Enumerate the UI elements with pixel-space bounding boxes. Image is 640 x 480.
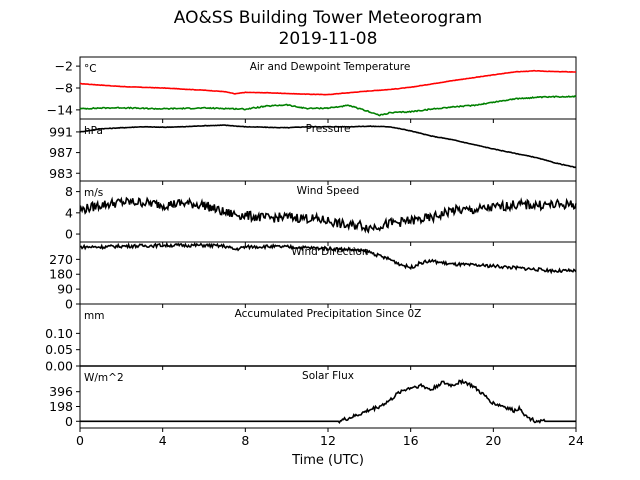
unit-label: °C bbox=[84, 63, 97, 75]
wind_speed-line bbox=[79, 196, 577, 234]
x-axis-label: Time (UTC) bbox=[292, 453, 364, 468]
y-tick-label: −14 bbox=[47, 102, 73, 117]
y-tick-label: 0.10 bbox=[45, 326, 73, 341]
unit-label: hPa bbox=[84, 125, 103, 137]
unit-label: W/m^2 bbox=[84, 372, 124, 384]
y-tick-label: 0 bbox=[65, 414, 73, 429]
y-tick-label: −2 bbox=[55, 59, 73, 74]
y-tick-label: 0 bbox=[65, 297, 73, 312]
panel-title: Wind Direction bbox=[291, 246, 368, 258]
y-tick-label: 987 bbox=[49, 145, 73, 160]
dewpoint-line bbox=[79, 95, 577, 117]
x-tick-label: 16 bbox=[403, 433, 419, 448]
x-tick-label: 4 bbox=[159, 433, 167, 448]
solar_flux-line bbox=[80, 378, 576, 425]
y-tick-label: 0.05 bbox=[45, 342, 73, 357]
y-tick-label: 90 bbox=[57, 282, 73, 297]
panel-title: Wind Speed bbox=[297, 185, 360, 197]
x-tick-label: 8 bbox=[241, 433, 249, 448]
panel-title: Air and Dewpoint Temperature bbox=[250, 61, 411, 73]
y-tick-label: 270 bbox=[49, 252, 73, 267]
x-tick-label: 24 bbox=[568, 433, 584, 448]
pressure-line bbox=[79, 124, 577, 169]
y-tick-label: 0 bbox=[65, 227, 73, 242]
y-tick-label: 991 bbox=[49, 124, 73, 139]
panel-title: Accumulated Precipitation Since 0Z bbox=[235, 308, 422, 320]
y-tick-label: 396 bbox=[49, 384, 73, 399]
chart-date: 2019-11-08 bbox=[278, 29, 378, 49]
y-tick-label: 983 bbox=[49, 166, 73, 181]
x-tick-label: 12 bbox=[320, 433, 336, 448]
unit-label: m/s bbox=[84, 187, 103, 199]
y-tick-label: 180 bbox=[49, 267, 73, 282]
chart-title: AO&SS Building Tower Meteorogram bbox=[173, 8, 483, 28]
temperature-line bbox=[80, 69, 576, 96]
y-tick-label: 4 bbox=[65, 205, 73, 220]
y-tick-label: 198 bbox=[49, 399, 73, 414]
x-tick-label: 0 bbox=[76, 433, 84, 448]
unit-label: mm bbox=[84, 310, 104, 322]
y-tick-label: −8 bbox=[55, 81, 73, 96]
x-tick-label: 20 bbox=[485, 433, 501, 448]
y-tick-label: 0.00 bbox=[45, 359, 73, 374]
panel-title: Pressure bbox=[306, 123, 351, 135]
y-tick-label: 8 bbox=[65, 184, 73, 199]
panel-title: Solar Flux bbox=[302, 370, 354, 382]
wind_direction-line bbox=[79, 241, 577, 275]
